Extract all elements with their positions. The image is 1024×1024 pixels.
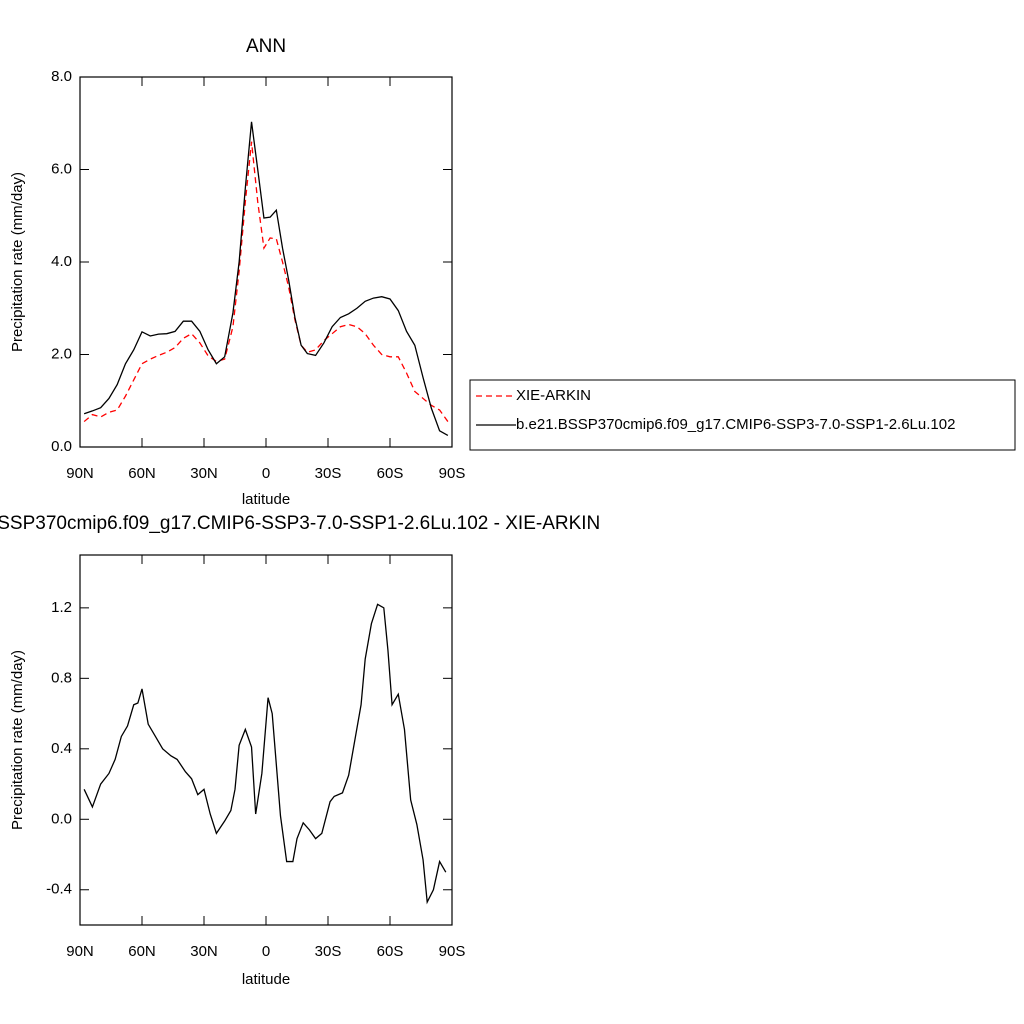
y-tick-label: 4.0 — [51, 253, 72, 270]
chart-title: ANN — [246, 36, 286, 57]
x-tick-label: 30S — [315, 465, 342, 482]
legend-box — [469, 379, 1016, 451]
y-tick-label: 2.0 — [51, 345, 72, 362]
y-tick-label: -0.4 — [46, 881, 72, 898]
data-line — [83, 121, 449, 437]
x-tick-label: 90N — [66, 943, 94, 960]
legend-label: XIE-ARKIN — [516, 387, 591, 404]
x-tick-label: 90S — [439, 943, 466, 960]
x-axis-label: latitude — [242, 491, 290, 508]
x-tick-label: 60S — [377, 465, 404, 482]
x-tick-label: 0 — [262, 465, 270, 482]
plot-frame — [79, 554, 453, 926]
chart-title: b.e21.BSSP370cmip6.f09_g17.CMIP6-SSP3-7.… — [0, 513, 600, 534]
x-tick-label: 90S — [439, 465, 466, 482]
y-tick-label: 8.0 — [51, 68, 72, 85]
x-tick-label: 30S — [315, 943, 342, 960]
x-tick-label: 60N — [128, 943, 156, 960]
x-tick-label: 60S — [377, 943, 404, 960]
x-axis-label: latitude — [242, 971, 290, 988]
y-tick-label: 0.0 — [51, 438, 72, 455]
x-tick-label: 90N — [66, 465, 94, 482]
y-tick-label: 0.4 — [51, 740, 72, 757]
data-line — [83, 603, 447, 905]
x-tick-label: 0 — [262, 943, 270, 960]
x-tick-label: 60N — [128, 465, 156, 482]
x-tick-label: 30N — [190, 465, 218, 482]
y-tick-label: 0.8 — [51, 669, 72, 686]
y-tick-label: 0.0 — [51, 810, 72, 827]
data-line — [83, 141, 449, 423]
x-tick-label: 30N — [190, 943, 218, 960]
plot-frame — [79, 76, 453, 448]
y-tick-label: 6.0 — [51, 160, 72, 177]
y-axis-label: Precipitation rate (mm/day) — [9, 650, 26, 830]
legend-label: b.e21.BSSP370cmip6.f09_g17.CMIP6-SSP3-7.… — [516, 416, 955, 433]
y-tick-label: 1.2 — [51, 599, 72, 616]
y-axis-label: Precipitation rate (mm/day) — [9, 172, 26, 352]
